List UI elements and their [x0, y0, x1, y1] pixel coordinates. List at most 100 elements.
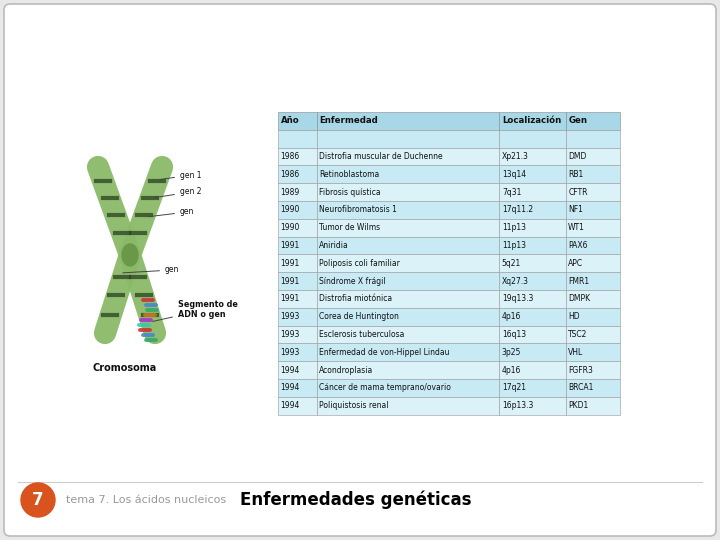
- Text: PKD1: PKD1: [568, 401, 588, 410]
- Bar: [500, 379, 566, 397]
- Text: VHL: VHL: [568, 348, 583, 357]
- Bar: [278, 201, 317, 219]
- Text: 7q31: 7q31: [502, 187, 521, 197]
- Text: HD: HD: [568, 312, 580, 321]
- Text: 1994: 1994: [281, 401, 300, 410]
- Bar: [317, 165, 500, 183]
- Bar: [317, 254, 500, 272]
- Text: 1993: 1993: [281, 348, 300, 357]
- Bar: [566, 237, 621, 254]
- Text: gen 1: gen 1: [160, 171, 202, 180]
- Text: 11p13: 11p13: [502, 241, 526, 250]
- Bar: [278, 130, 317, 147]
- Text: Poliposis coli familiar: Poliposis coli familiar: [319, 259, 400, 268]
- Text: DMPK: DMPK: [568, 294, 590, 303]
- Text: Fibrosis quística: Fibrosis quística: [319, 187, 381, 197]
- Text: 19q13.3: 19q13.3: [502, 294, 534, 303]
- Bar: [566, 290, 621, 308]
- Bar: [500, 147, 566, 165]
- Bar: [500, 308, 566, 326]
- Text: 1993: 1993: [281, 330, 300, 339]
- Bar: [317, 272, 500, 290]
- FancyBboxPatch shape: [4, 4, 716, 536]
- Bar: [278, 147, 317, 165]
- Text: Año: Año: [281, 117, 300, 125]
- Bar: [500, 326, 566, 343]
- Bar: [278, 343, 317, 361]
- Text: Neurofibromatosis 1: Neurofibromatosis 1: [319, 205, 397, 214]
- Bar: [317, 361, 500, 379]
- Bar: [500, 165, 566, 183]
- Bar: [566, 112, 621, 130]
- Bar: [500, 130, 566, 147]
- Text: Distrofia muscular de Duchenne: Distrofia muscular de Duchenne: [319, 152, 443, 161]
- Text: Tumor de Wilms: Tumor de Wilms: [319, 223, 380, 232]
- Text: Enfermedades genéticas: Enfermedades genéticas: [240, 491, 472, 509]
- Bar: [566, 201, 621, 219]
- Text: APC: APC: [568, 259, 583, 268]
- Bar: [317, 183, 500, 201]
- Text: 1990: 1990: [281, 223, 300, 232]
- Bar: [566, 254, 621, 272]
- Bar: [500, 361, 566, 379]
- Text: 16q13: 16q13: [502, 330, 526, 339]
- Bar: [317, 130, 500, 147]
- Text: Enfermedad de von-Hippel Lindau: Enfermedad de von-Hippel Lindau: [319, 348, 449, 357]
- Bar: [566, 397, 621, 415]
- Text: gen: gen: [123, 266, 179, 274]
- Bar: [566, 361, 621, 379]
- Bar: [566, 183, 621, 201]
- Text: 4p16: 4p16: [502, 312, 521, 321]
- Bar: [566, 272, 621, 290]
- Text: 13q14: 13q14: [502, 170, 526, 179]
- Text: 7: 7: [32, 491, 44, 509]
- Bar: [500, 183, 566, 201]
- Bar: [317, 308, 500, 326]
- Text: Síndrome X frágil: Síndrome X frágil: [319, 276, 386, 286]
- Bar: [278, 379, 317, 397]
- Bar: [566, 379, 621, 397]
- Bar: [278, 254, 317, 272]
- Text: Corea de Huntington: Corea de Huntington: [319, 312, 399, 321]
- Text: Retinoblastoma: Retinoblastoma: [319, 170, 379, 179]
- Text: BRCA1: BRCA1: [568, 383, 593, 393]
- Text: 1990: 1990: [281, 205, 300, 214]
- Bar: [278, 290, 317, 308]
- Text: Distrofia miotónica: Distrofia miotónica: [319, 294, 392, 303]
- Text: 1994: 1994: [281, 383, 300, 393]
- Bar: [500, 237, 566, 254]
- Bar: [566, 343, 621, 361]
- Text: 17q21: 17q21: [502, 383, 526, 393]
- Text: 1991: 1991: [281, 259, 300, 268]
- Text: RB1: RB1: [568, 170, 583, 179]
- Bar: [317, 326, 500, 343]
- Text: 1989: 1989: [281, 187, 300, 197]
- Text: 1994: 1994: [281, 366, 300, 375]
- Text: 5q21: 5q21: [502, 259, 521, 268]
- Bar: [278, 397, 317, 415]
- Bar: [500, 272, 566, 290]
- Text: 11p13: 11p13: [502, 223, 526, 232]
- Text: NF1: NF1: [568, 205, 583, 214]
- Bar: [500, 290, 566, 308]
- Bar: [278, 237, 317, 254]
- Text: 1993: 1993: [281, 312, 300, 321]
- Bar: [500, 201, 566, 219]
- Bar: [278, 112, 317, 130]
- Text: Poliquistosis renal: Poliquistosis renal: [319, 401, 389, 410]
- Bar: [317, 237, 500, 254]
- Bar: [500, 112, 566, 130]
- Text: TSC2: TSC2: [568, 330, 588, 339]
- Bar: [278, 165, 317, 183]
- Bar: [500, 397, 566, 415]
- Bar: [317, 147, 500, 165]
- Text: 3p25: 3p25: [502, 348, 521, 357]
- Text: Segmento de
ADN o gen: Segmento de ADN o gen: [153, 300, 238, 321]
- Bar: [278, 183, 317, 201]
- Text: 17q11.2: 17q11.2: [502, 205, 533, 214]
- Text: Enfermedad: Enfermedad: [319, 117, 378, 125]
- Bar: [566, 130, 621, 147]
- Bar: [278, 272, 317, 290]
- Bar: [278, 361, 317, 379]
- Text: PAX6: PAX6: [568, 241, 588, 250]
